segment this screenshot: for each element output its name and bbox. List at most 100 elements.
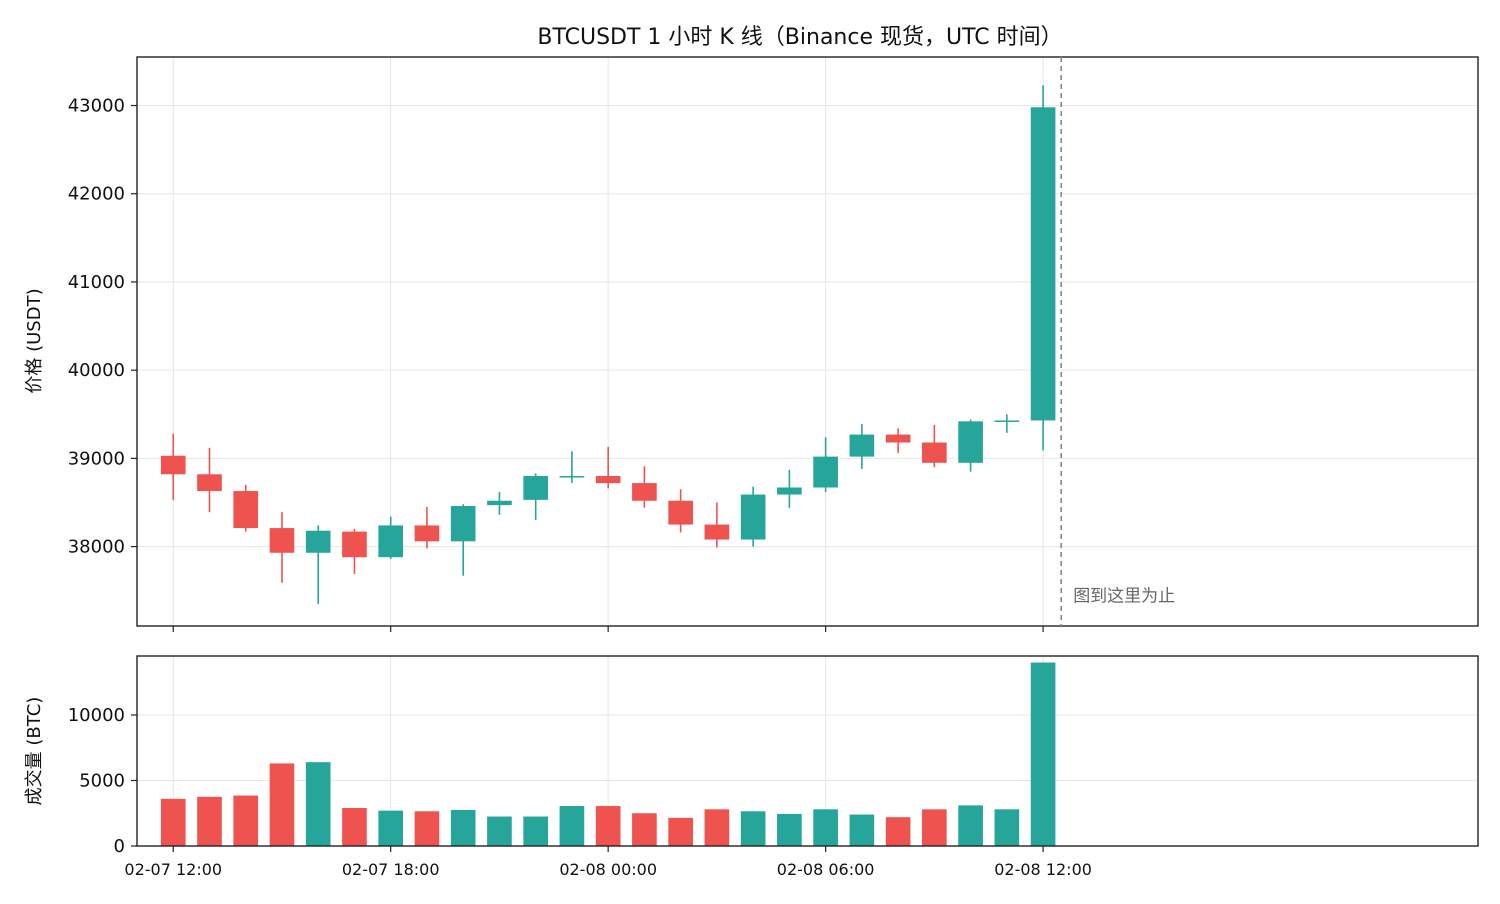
volume-bar-13 <box>632 813 657 846</box>
price-tick-label-4: 42000 <box>68 184 125 205</box>
candle-body-22 <box>958 421 983 463</box>
candle-2 <box>233 484 259 532</box>
volume-bar-12 <box>595 806 621 846</box>
candle-20 <box>885 428 911 454</box>
price-tick-label-2: 40000 <box>68 360 125 381</box>
candle-3 <box>269 512 295 583</box>
candle-body-21 <box>922 442 947 463</box>
candle-body-10 <box>523 476 548 500</box>
candle-11 <box>559 451 585 484</box>
volume-bar-6 <box>378 810 404 846</box>
volume-panel-frame <box>136 655 1479 847</box>
candle-body-8 <box>450 506 476 542</box>
price-marks <box>160 85 1056 604</box>
volume-bar-8 <box>450 809 476 846</box>
volume-bar-11 <box>559 806 585 846</box>
candle-9 <box>487 491 512 515</box>
candle-body-11 <box>559 476 585 478</box>
volume-y-axis: 0 5000 10000 <box>68 705 137 857</box>
candle-body-4 <box>305 530 331 553</box>
candle-12 <box>595 446 621 489</box>
x-tick-label-4: 02-08 12:00 <box>994 860 1092 879</box>
volume-panel: 0 5000 10000 成交量 (BTC) 02-07 12:00 02-07 18… <box>24 626 1479 879</box>
candle-body-19 <box>849 434 875 457</box>
x-tick-label-2: 02-08 00:00 <box>559 860 657 879</box>
volume-bar-5 <box>342 808 367 846</box>
candle-body-7 <box>414 525 440 542</box>
price-tick-label-1: 39000 <box>68 448 125 469</box>
candle-6 <box>378 516 404 559</box>
volume-bar-16 <box>740 811 766 846</box>
candle-8 <box>450 504 476 576</box>
price-panel: 38000 39000 40000 41000 42000 43000 价格 (USDT)… <box>24 56 1479 627</box>
volume-bar-23 <box>994 809 1020 846</box>
volume-bar-3 <box>269 763 295 846</box>
candle-body-5 <box>342 531 367 558</box>
candle-16 <box>740 486 766 547</box>
candle-4 <box>305 525 331 604</box>
candle-24 <box>1030 85 1056 451</box>
price-y-axis-title: 价格 (USDT) <box>24 288 45 393</box>
volume-bar-2 <box>233 795 259 846</box>
candle-1 <box>197 447 222 513</box>
price-grid <box>137 57 1478 626</box>
candle-18 <box>813 437 838 492</box>
price-tick-label-3: 41000 <box>68 272 125 293</box>
volume-bar-4 <box>305 762 331 846</box>
volume-bar-22 <box>958 805 983 846</box>
volume-tick-label-1: 5000 <box>79 770 125 791</box>
candle-7 <box>414 506 440 549</box>
candle-body-15 <box>704 524 730 540</box>
candle-body-3 <box>269 528 295 553</box>
price-panel-frame <box>136 56 1479 627</box>
candle-body-13 <box>632 483 657 501</box>
volume-tick-label-0: 0 <box>114 836 125 857</box>
candle-22 <box>958 419 983 472</box>
volume-tick-label-2: 10000 <box>68 705 125 726</box>
volume-bar-0 <box>160 798 186 846</box>
price-tick-label-0: 38000 <box>68 537 125 558</box>
candle-body-16 <box>740 494 766 540</box>
candle-23 <box>994 414 1020 433</box>
volume-bar-24 <box>1030 662 1056 846</box>
volume-bar-14 <box>668 817 693 846</box>
volume-bar-19 <box>849 814 875 846</box>
volume-bar-15 <box>704 809 730 846</box>
candle-body-12 <box>595 476 621 484</box>
candle-15 <box>704 502 730 548</box>
chart-title: BTCUSDT 1 小时 K 线（Binance 现货，UTC 时间） <box>537 25 1062 50</box>
volume-bar-17 <box>777 813 802 846</box>
candle-body-14 <box>668 500 693 525</box>
candle-0 <box>160 433 186 500</box>
volume-marks <box>160 662 1056 846</box>
x-tick-label-1: 02-07 18:00 <box>342 860 440 879</box>
candle-5 <box>342 528 367 574</box>
candle-body-23 <box>994 420 1020 422</box>
candle-body-0 <box>160 455 186 475</box>
candle-14 <box>668 489 693 533</box>
volume-bar-18 <box>813 809 838 846</box>
candle-13 <box>632 466 657 508</box>
candle-body-1 <box>197 474 222 492</box>
candle-body-6 <box>378 525 404 558</box>
volume-bar-21 <box>922 809 947 846</box>
candle-21 <box>922 424 947 468</box>
price-tick-label-5: 43000 <box>68 96 125 117</box>
volume-bar-1 <box>197 796 222 846</box>
candle-body-2 <box>233 491 259 529</box>
candle-10 <box>523 473 548 521</box>
price-y-axis: 38000 39000 40000 41000 42000 43000 <box>68 96 137 558</box>
candle-17 <box>777 469 802 508</box>
candle-body-20 <box>885 434 911 443</box>
x-tick-label-0: 02-07 12:00 <box>124 860 222 879</box>
x-tick-label-3: 02-08 06:00 <box>777 860 875 879</box>
cutoff-marker: 图到这里为止 <box>1060 57 1175 626</box>
volume-grid <box>137 656 1478 847</box>
volume-bar-10 <box>523 816 548 846</box>
candle-body-9 <box>487 500 512 506</box>
candle-19 <box>849 423 875 469</box>
volume-bar-7 <box>414 811 440 846</box>
candle-body-17 <box>777 487 802 495</box>
